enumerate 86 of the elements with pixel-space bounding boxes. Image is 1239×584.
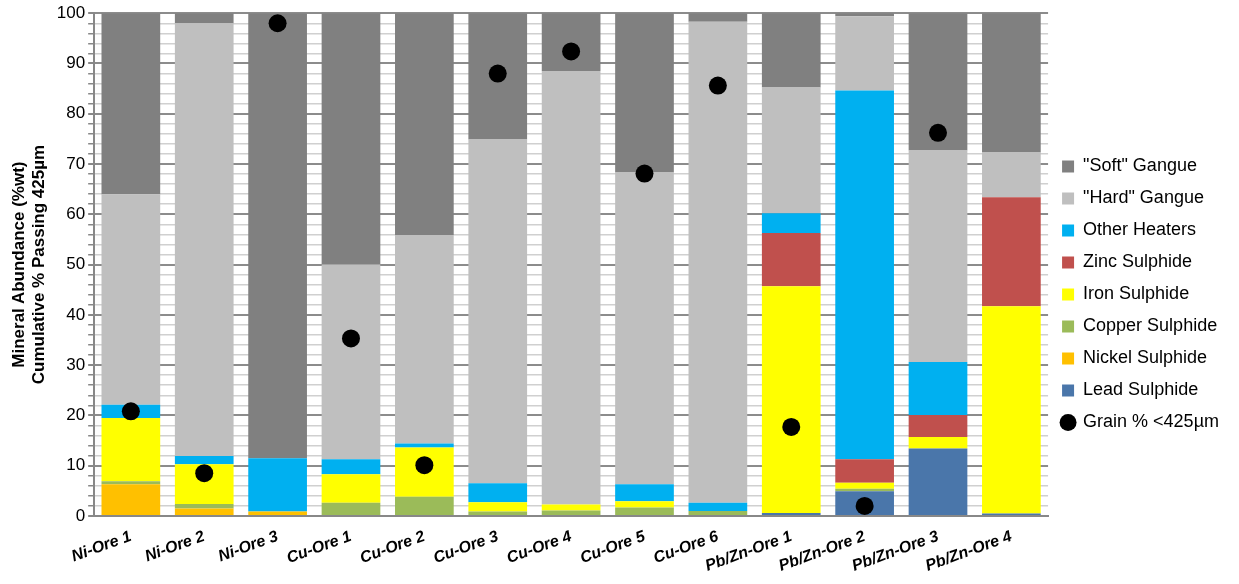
legend-label: Nickel Sulphide xyxy=(1083,347,1208,368)
y-tick-label: 30 xyxy=(66,354,86,374)
bar xyxy=(395,496,454,515)
bar xyxy=(761,213,821,233)
x-tick-label: Cu-Ore 1 xyxy=(284,526,354,567)
bar xyxy=(835,459,894,483)
bar xyxy=(835,90,894,460)
bar xyxy=(541,504,601,511)
y-tick-label: 10 xyxy=(66,455,86,475)
bar xyxy=(982,197,1041,307)
bar xyxy=(468,483,528,503)
y-tick-label: 60 xyxy=(66,203,86,223)
bar xyxy=(248,511,307,515)
bar xyxy=(908,414,968,438)
y-tick-label: 80 xyxy=(66,103,86,123)
bar xyxy=(101,484,161,515)
legend-label: Lead Sulphide xyxy=(1083,379,1199,400)
x-tick-label: Ni-Ore 3 xyxy=(215,526,281,565)
bar xyxy=(908,437,968,449)
bar xyxy=(761,512,821,515)
bar xyxy=(761,232,821,287)
bar xyxy=(321,459,381,475)
point xyxy=(635,164,654,183)
bar xyxy=(174,23,234,457)
point xyxy=(708,76,727,95)
bar xyxy=(835,482,894,489)
point xyxy=(341,329,360,348)
bar xyxy=(615,507,674,515)
point xyxy=(488,64,507,83)
legend-label: Other Heaters xyxy=(1083,219,1197,240)
y-tick-label: 50 xyxy=(66,254,86,274)
bar xyxy=(688,21,748,503)
bar xyxy=(321,474,381,503)
bar xyxy=(468,139,528,484)
point xyxy=(268,14,287,33)
bar xyxy=(982,152,1041,198)
bar xyxy=(615,484,674,502)
y-tick-label: 40 xyxy=(66,304,86,324)
y-tick-label: 0 xyxy=(75,505,86,525)
legend-label: Iron Sulphide xyxy=(1083,283,1190,304)
legend-label: Zinc Sulphide xyxy=(1083,251,1193,272)
y-tick-label: 70 xyxy=(66,153,86,173)
bar xyxy=(908,150,968,363)
bar xyxy=(101,481,161,485)
bar xyxy=(688,510,748,515)
bar xyxy=(248,458,307,512)
bar xyxy=(615,172,674,485)
bar xyxy=(174,456,234,465)
legend-label: Grain % <425µm xyxy=(1083,411,1220,432)
x-tick-label: Ni-Ore 1 xyxy=(69,526,134,565)
bar xyxy=(615,501,674,508)
y-axis-title: Mineral Abundance (%wt) Cumulative % Passing 425µm xyxy=(8,144,49,385)
point xyxy=(929,123,947,142)
legend-label: "Hard" Gangue xyxy=(1083,187,1204,208)
bar xyxy=(174,508,234,515)
bar xyxy=(761,87,821,214)
x-tick-label: Ni-Ore 2 xyxy=(142,526,207,565)
bar xyxy=(101,417,161,482)
bar xyxy=(101,194,161,405)
x-tick-label: Cu-Ore 5 xyxy=(577,526,649,567)
legend-label: Copper Sulphide xyxy=(1083,315,1218,336)
bar xyxy=(321,502,381,515)
bar xyxy=(541,71,601,505)
bar xyxy=(688,502,748,511)
x-tick-label: Cu-Ore 4 xyxy=(504,526,574,567)
bar xyxy=(908,362,968,415)
bar xyxy=(835,16,894,91)
bar xyxy=(541,510,601,515)
point xyxy=(782,417,801,436)
bar xyxy=(395,234,454,444)
point xyxy=(121,402,140,421)
bar xyxy=(908,448,968,515)
bar xyxy=(395,443,454,448)
y-tick-label: 20 xyxy=(66,405,86,425)
bar xyxy=(761,286,821,513)
y-tick-label: 100 xyxy=(56,2,86,22)
x-tick-label: Cu-Ore 2 xyxy=(357,526,427,567)
legend-label: "Soft" Gangue xyxy=(1083,155,1197,176)
bar xyxy=(321,264,381,460)
point xyxy=(195,464,214,483)
bar xyxy=(468,511,528,515)
bar xyxy=(982,306,1041,514)
x-tick-label: Cu-Ore 3 xyxy=(430,526,501,567)
bar xyxy=(395,447,454,497)
y-tick-label: 90 xyxy=(66,53,86,73)
bar xyxy=(468,502,528,512)
